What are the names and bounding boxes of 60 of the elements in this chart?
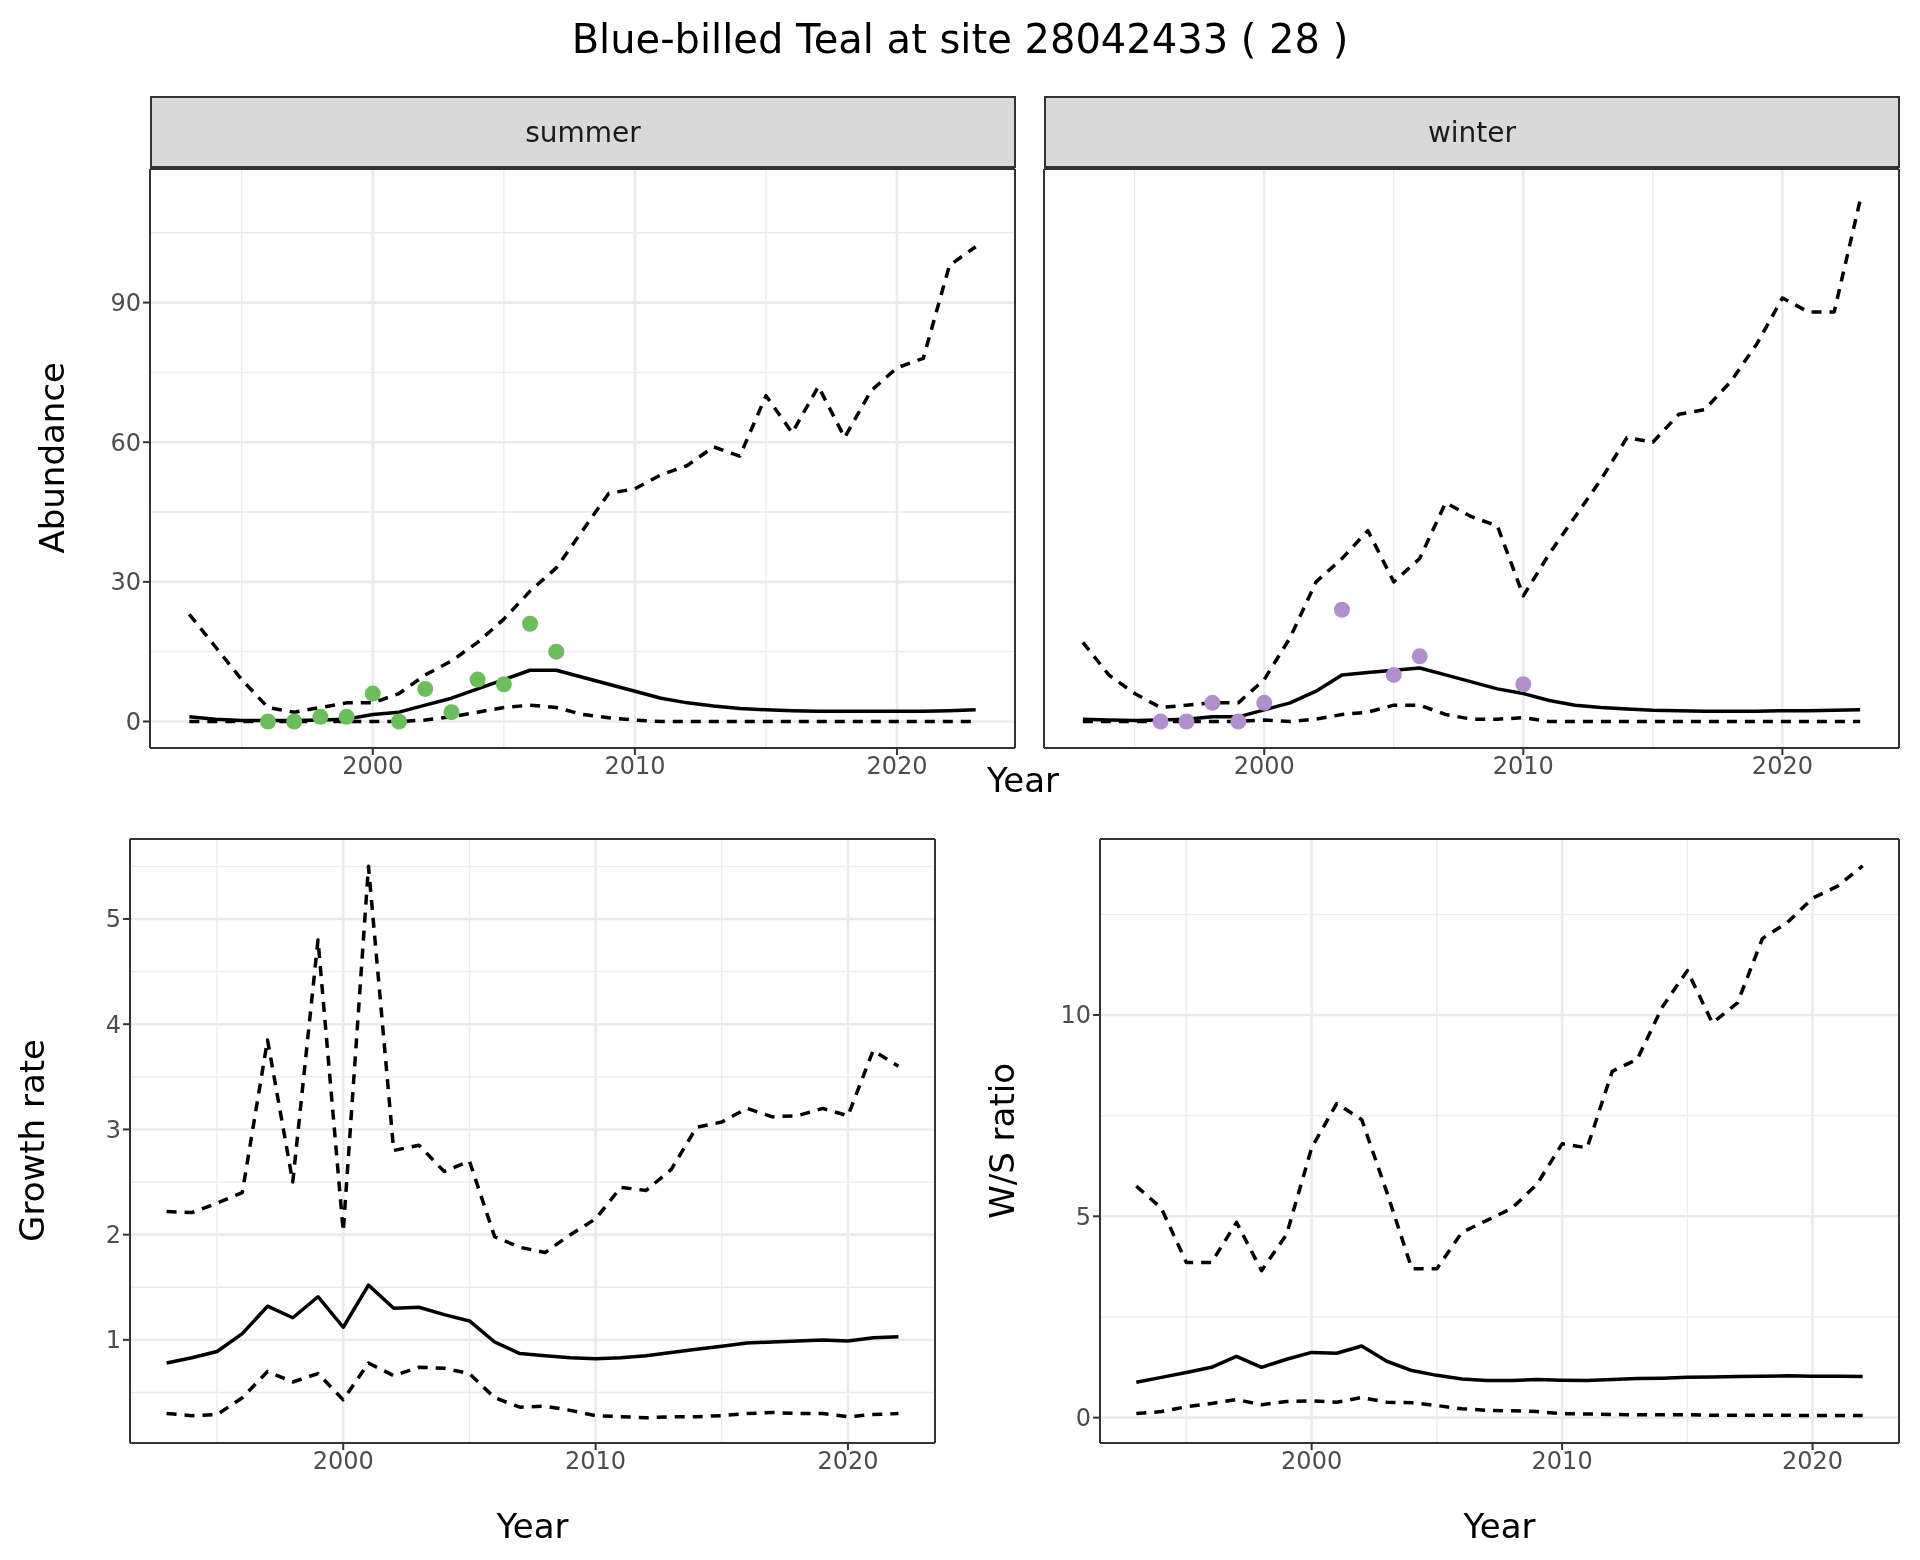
x-axis-title: Year xyxy=(1462,1506,1536,1546)
point xyxy=(286,713,303,730)
y-axis-title: Growth rate xyxy=(12,1039,52,1242)
point xyxy=(259,713,276,730)
x-tick-label: 2020 xyxy=(817,1447,879,1476)
y-tick-label: 1 xyxy=(105,1326,121,1355)
point xyxy=(1204,694,1221,711)
y-tick-label: 30 xyxy=(110,568,141,597)
x-tick-label: 2000 xyxy=(312,1447,374,1476)
point xyxy=(1152,713,1169,730)
x-tick-label: 2020 xyxy=(1782,1447,1844,1476)
x-tick-label: 2000 xyxy=(1233,752,1295,781)
line-series xyxy=(1134,864,1865,1273)
y-tick-label: 60 xyxy=(110,428,141,457)
y-axis-title: W/S ratio xyxy=(982,1062,1022,1219)
point xyxy=(312,708,329,725)
x-axis-title: Year xyxy=(495,1506,569,1546)
x-tick-label: 2000 xyxy=(1281,1447,1343,1476)
y-tick-label: 10 xyxy=(1060,1001,1091,1030)
y-tick-label: 2 xyxy=(105,1221,121,1250)
y-tick-label: 4 xyxy=(105,1010,121,1039)
point xyxy=(495,676,512,693)
point xyxy=(469,671,486,688)
line-series xyxy=(164,1361,901,1420)
x-tick-label: 2010 xyxy=(1492,752,1554,781)
point xyxy=(338,708,355,725)
line-series xyxy=(1134,1395,1865,1418)
x-tick-label: 2010 xyxy=(1531,1447,1593,1476)
y-tick-label: 5 xyxy=(105,905,121,934)
point xyxy=(364,685,381,702)
y-tick-label: 90 xyxy=(110,289,141,318)
x-axis-title: Year xyxy=(987,760,1059,800)
point xyxy=(1256,694,1273,711)
point xyxy=(522,615,539,632)
point xyxy=(1333,601,1350,618)
y-tick-label: 0 xyxy=(125,707,141,736)
y-tick-label: 3 xyxy=(105,1115,121,1144)
x-tick-label: 2020 xyxy=(866,752,928,781)
point xyxy=(1411,648,1428,665)
y-tick-label: 0 xyxy=(1075,1404,1091,1433)
x-tick-label: 2000 xyxy=(342,752,404,781)
point xyxy=(417,680,434,697)
point xyxy=(391,713,408,730)
line-series xyxy=(164,1283,901,1365)
x-tick-label: 2010 xyxy=(604,752,666,781)
point xyxy=(548,643,565,660)
point xyxy=(1515,676,1532,693)
chart-title: Blue-billed Teal at site 28042433 ( 28 ) xyxy=(570,16,1350,62)
x-tick-label: 2020 xyxy=(1751,752,1813,781)
y-tick-label: 5 xyxy=(1075,1202,1091,1231)
point xyxy=(1178,713,1195,730)
chart-subtitle: winter xyxy=(1044,96,1900,168)
chart-subtitle: summer xyxy=(150,96,1016,168)
point xyxy=(443,704,460,721)
y-axis-title: Abundance xyxy=(32,362,72,554)
x-tick-label: 2010 xyxy=(565,1447,627,1476)
point xyxy=(1385,666,1402,683)
point xyxy=(1230,713,1247,730)
line-series xyxy=(164,864,901,1255)
line-series xyxy=(1134,1344,1865,1384)
